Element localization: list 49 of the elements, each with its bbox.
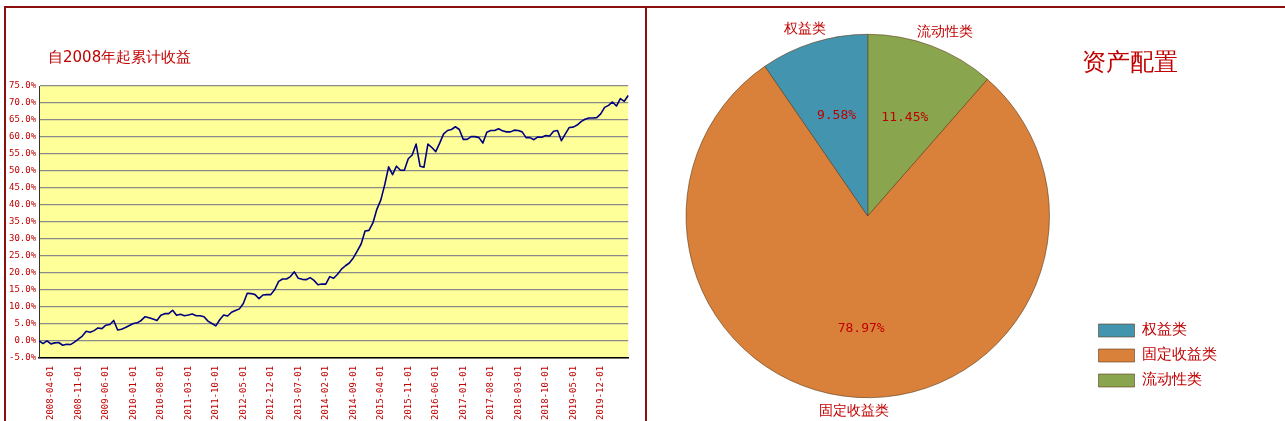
- y-tick-label: 55.0%: [9, 148, 37, 159]
- data-label: 9.58%: [816, 106, 857, 122]
- x-tick-label: 2012-05-01: [237, 365, 248, 420]
- x-tick-label: 2014-09-01: [347, 365, 358, 420]
- legend-label: 权益类: [1141, 320, 1187, 339]
- x-tick-label: 2011-10-01: [210, 365, 221, 420]
- slice-label: 固定收益类: [819, 402, 890, 418]
- y-tick-label: 65.0%: [9, 114, 37, 125]
- x-tick-label: 2015-11-01: [402, 365, 413, 420]
- y-tick-label: 20.0%: [9, 267, 37, 278]
- x-tick-label: 2012-12-01: [265, 365, 276, 420]
- x-tick-label: 2010-08-01: [155, 365, 166, 420]
- x-tick-label: 2018-10-01: [540, 365, 551, 420]
- x-tick-label: 2014-02-01: [320, 365, 331, 420]
- y-tick-label: 15.0%: [9, 284, 37, 295]
- y-tick-label: 30.0%: [9, 233, 37, 244]
- y-tick-label: -5.0%: [9, 352, 37, 363]
- x-tick-label: 2019-05-01: [567, 365, 578, 420]
- data-label: 78.97%: [837, 319, 885, 335]
- x-tick-label: 2011-03-01: [182, 365, 193, 420]
- y-tick-label: 40.0%: [9, 199, 37, 210]
- y-tick-label: 0.0%: [14, 335, 37, 346]
- x-tick-label: 2008-11-01: [72, 365, 83, 420]
- slice-label: 权益类: [782, 19, 826, 36]
- y-tick-label: 5.0%: [14, 318, 37, 329]
- text: 资产配置: [1082, 47, 1178, 78]
- y-tick-label: 45.0%: [9, 182, 37, 193]
- y-tick-label: 10.0%: [9, 301, 37, 312]
- slice-label: 流动性类: [917, 23, 974, 40]
- data-label: 11.45%: [881, 108, 929, 124]
- legend-label: 固定收益类: [1142, 345, 1217, 364]
- x-tick-label: 2010-01-01: [127, 365, 138, 420]
- y-tick-label: 50.0%: [9, 165, 37, 176]
- x-tick-label: 2018-03-01: [512, 365, 523, 420]
- x-tick-label: 2008-04-01: [45, 365, 56, 420]
- x-tick-label: 2019-12-01: [595, 365, 606, 420]
- y-tick-label: 60.0%: [9, 131, 37, 142]
- y-tick-label: 75.0%: [9, 80, 37, 91]
- y-tick-label: 35.0%: [9, 216, 37, 227]
- legend-label: 流动性类: [1142, 370, 1202, 389]
- y-tick-label: 25.0%: [9, 250, 37, 261]
- x-tick-label: 2009-06-01: [100, 365, 111, 420]
- x-tick-label: 2017-08-01: [485, 365, 496, 420]
- chart-title: 自2008年起累计收益: [48, 48, 192, 67]
- x-tick-label: 2015-04-01: [375, 365, 386, 420]
- x-tick-label: 2017-01-01: [457, 365, 468, 420]
- x-tick-label: 2013-07-01: [292, 365, 303, 420]
- x-tick-label: 2016-06-01: [430, 365, 441, 420]
- y-tick-label: 70.0%: [9, 97, 37, 108]
